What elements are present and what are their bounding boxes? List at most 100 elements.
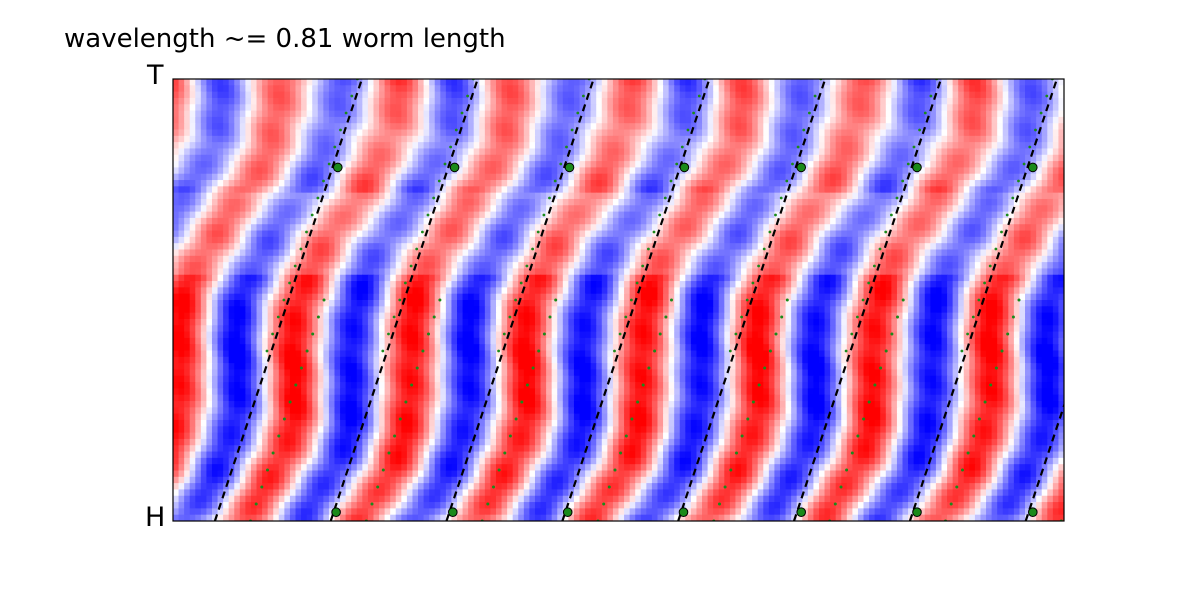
heatmap-cell	[863, 110, 870, 118]
heatmap-cell	[891, 116, 898, 124]
heatmap-cell	[223, 192, 230, 200]
heatmap-cell	[818, 97, 826, 105]
heatmap-cell	[741, 243, 748, 251]
heatmap-cell	[429, 192, 436, 200]
heatmap-cell	[434, 161, 441, 168]
heatmap-cell	[779, 110, 787, 118]
heatmap-cell	[768, 198, 776, 206]
heatmap-cell	[512, 217, 519, 225]
heatmap-cell	[1030, 268, 1037, 276]
heatmap-cell	[351, 186, 358, 194]
heatmap-cell	[919, 116, 926, 124]
heatmap-cell	[696, 129, 703, 137]
heatmap-cell	[445, 249, 453, 257]
heatmap-cell	[1058, 217, 1064, 225]
heatmap-cell	[752, 91, 759, 99]
heatmap-cell	[896, 91, 904, 99]
heatmap-cell	[423, 192, 430, 200]
heatmap-cell	[707, 198, 714, 206]
heatmap-cell	[507, 104, 514, 112]
heatmap-cell	[930, 154, 937, 162]
heatmap-cell	[306, 211, 313, 219]
heatmap-cell	[223, 97, 230, 105]
heatmap-cell	[523, 205, 530, 213]
heatmap-cell	[841, 154, 848, 162]
heatmap-cell	[501, 230, 508, 238]
heatmap-cell	[997, 192, 1004, 200]
heatmap-cell	[579, 230, 586, 238]
heatmap-cell	[1002, 135, 1009, 143]
heatmap-cell	[891, 161, 898, 168]
heatmap-cell	[891, 167, 898, 175]
heatmap-cell	[629, 97, 636, 105]
heatmap-cell	[390, 230, 397, 238]
heatmap-cell	[507, 249, 514, 257]
heatmap-cell	[885, 236, 892, 244]
heatmap-cell	[579, 129, 586, 137]
heatmap-cell	[852, 148, 859, 156]
heatmap-cell	[846, 268, 853, 276]
heatmap-cell	[579, 79, 586, 86]
heatmap-cell	[211, 85, 219, 93]
heatmap-cell	[629, 198, 636, 206]
heatmap-cell	[590, 116, 597, 124]
heatmap-cell	[796, 224, 803, 232]
heatmap-cell	[1025, 104, 1032, 112]
heatmap-cell	[1036, 268, 1043, 276]
heatmap-cell	[484, 91, 492, 99]
heatmap-cell	[429, 217, 436, 225]
heatmap-cell	[484, 217, 492, 225]
heatmap-cell	[351, 142, 358, 150]
heatmap-cell	[223, 104, 230, 112]
heatmap-cell	[184, 186, 191, 194]
heatmap-cell	[479, 142, 486, 150]
heatmap-cell	[1041, 255, 1048, 263]
heatmap-cell	[351, 116, 358, 124]
heatmap-cell	[340, 211, 347, 219]
heatmap-cell	[986, 148, 993, 156]
heatmap-cell	[752, 129, 759, 137]
heatmap-cell	[763, 148, 770, 156]
heatmap-cell	[919, 211, 926, 219]
heatmap-cell	[763, 116, 770, 124]
heatmap-cell	[484, 97, 492, 105]
heatmap-cell	[211, 255, 219, 263]
heatmap-cell	[601, 186, 608, 194]
heatmap-cell	[534, 211, 542, 219]
heatmap-cell	[885, 217, 892, 225]
heatmap-cell	[206, 243, 213, 251]
heatmap-cell	[830, 255, 837, 263]
heatmap-cell	[629, 167, 636, 175]
heatmap-cell	[718, 198, 725, 206]
heatmap-cell	[262, 211, 269, 219]
heatmap-cell	[234, 85, 241, 93]
heatmap-cell	[468, 180, 475, 187]
heatmap-cell	[312, 192, 319, 200]
heatmap-cell	[802, 180, 809, 187]
heatmap-cell	[752, 161, 759, 168]
heatmap-cell	[941, 249, 948, 257]
heatmap-cell	[624, 123, 631, 131]
heatmap-cell	[1019, 173, 1026, 181]
heatmap-cell	[418, 236, 425, 244]
heatmap-cell	[674, 91, 681, 99]
heatmap-cell	[640, 230, 647, 238]
heatmap-cell	[601, 97, 608, 105]
heatmap-cell	[735, 268, 742, 276]
heatmap-cell	[395, 161, 402, 168]
heatmap-cell	[317, 129, 324, 137]
heatmap-cell	[651, 224, 659, 232]
heatmap-cell	[952, 262, 959, 270]
heatmap-cell	[813, 173, 820, 181]
heatmap-cell	[607, 186, 614, 194]
heatmap-cell	[384, 211, 391, 219]
heatmap-cell	[273, 167, 280, 175]
heatmap-cell	[468, 249, 475, 257]
heatmap-cell	[529, 129, 536, 137]
heatmap-cell	[195, 85, 202, 93]
heatmap-cell	[200, 243, 208, 251]
heatmap-cell	[974, 186, 982, 194]
heatmap-cell	[579, 97, 586, 105]
heatmap-cell	[674, 224, 681, 232]
heatmap-cell	[791, 180, 798, 187]
